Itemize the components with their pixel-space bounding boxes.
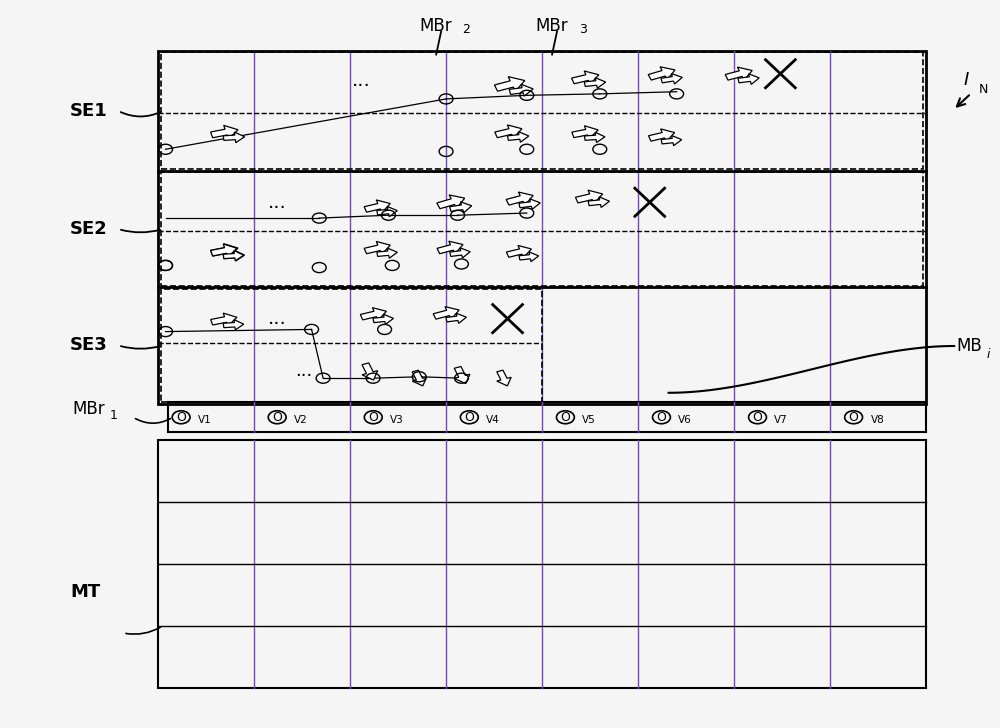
Bar [161, 52, 923, 170]
Polygon shape [446, 313, 466, 323]
Polygon shape [454, 366, 470, 384]
Polygon shape [507, 132, 529, 142]
Polygon shape [211, 125, 238, 139]
Polygon shape [648, 67, 675, 80]
Polygon shape [506, 192, 533, 205]
Polygon shape [211, 244, 238, 257]
Text: MT: MT [70, 584, 101, 601]
Bar [158, 51, 926, 403]
Bar [161, 173, 923, 286]
Polygon shape [223, 320, 244, 330]
Polygon shape [377, 248, 397, 258]
Polygon shape [437, 241, 463, 253]
Text: SE2: SE2 [70, 220, 107, 238]
Text: V3: V3 [390, 415, 404, 425]
Polygon shape [211, 313, 237, 326]
Bar [158, 440, 926, 688]
Text: O: O [464, 411, 474, 424]
Polygon shape [223, 250, 244, 261]
Text: V7: V7 [774, 415, 788, 425]
Text: V1: V1 [198, 415, 212, 425]
Bar [161, 288, 542, 402]
Polygon shape [572, 126, 598, 138]
Polygon shape [497, 370, 511, 386]
Text: O: O [753, 411, 762, 424]
Polygon shape [450, 248, 470, 258]
Text: V4: V4 [486, 415, 500, 425]
Text: ...: ... [295, 362, 313, 380]
Polygon shape [433, 306, 459, 319]
Text: i: i [987, 348, 990, 361]
Text: MB: MB [956, 337, 982, 355]
Text: ...: ... [268, 193, 286, 212]
Text: N: N [979, 82, 988, 95]
Polygon shape [575, 190, 603, 203]
Text: 2: 2 [462, 23, 470, 36]
Text: O: O [368, 411, 378, 424]
Polygon shape [412, 370, 427, 386]
Polygon shape [506, 245, 531, 258]
Text: 3: 3 [579, 23, 587, 36]
Polygon shape [494, 76, 525, 91]
Polygon shape [584, 78, 606, 88]
Text: SE3: SE3 [70, 336, 107, 355]
Polygon shape [364, 242, 390, 254]
Text: O: O [657, 411, 666, 424]
Text: ...: ... [352, 71, 371, 90]
Text: O: O [272, 411, 282, 424]
Text: 1: 1 [109, 409, 117, 422]
Polygon shape [364, 200, 390, 213]
Text: V2: V2 [294, 415, 308, 425]
Polygon shape [661, 135, 682, 146]
Text: MBr: MBr [72, 400, 105, 418]
Text: ...: ... [268, 309, 286, 328]
Text: SE1: SE1 [70, 102, 107, 120]
Bar [168, 402, 926, 432]
Polygon shape [450, 202, 472, 213]
Polygon shape [377, 207, 397, 217]
Polygon shape [585, 132, 605, 143]
Polygon shape [495, 125, 522, 138]
Text: O: O [176, 411, 186, 424]
Polygon shape [661, 74, 682, 84]
Text: V5: V5 [582, 415, 596, 425]
Text: O: O [849, 411, 859, 424]
Text: MBr: MBr [420, 17, 452, 35]
Text: I: I [963, 71, 968, 89]
Polygon shape [373, 314, 393, 325]
Polygon shape [362, 363, 378, 380]
Polygon shape [223, 132, 245, 143]
Text: V8: V8 [870, 415, 884, 425]
Polygon shape [509, 84, 533, 96]
Polygon shape [649, 129, 675, 141]
Polygon shape [519, 199, 540, 210]
Polygon shape [211, 244, 237, 257]
Polygon shape [588, 197, 609, 207]
Text: MBr: MBr [536, 17, 568, 35]
Polygon shape [519, 252, 539, 261]
Polygon shape [437, 195, 465, 209]
Text: O: O [560, 411, 570, 424]
Polygon shape [360, 308, 386, 320]
Text: V6: V6 [678, 415, 692, 425]
Polygon shape [223, 250, 245, 261]
Polygon shape [725, 67, 752, 80]
Polygon shape [738, 74, 759, 84]
Polygon shape [572, 71, 599, 84]
